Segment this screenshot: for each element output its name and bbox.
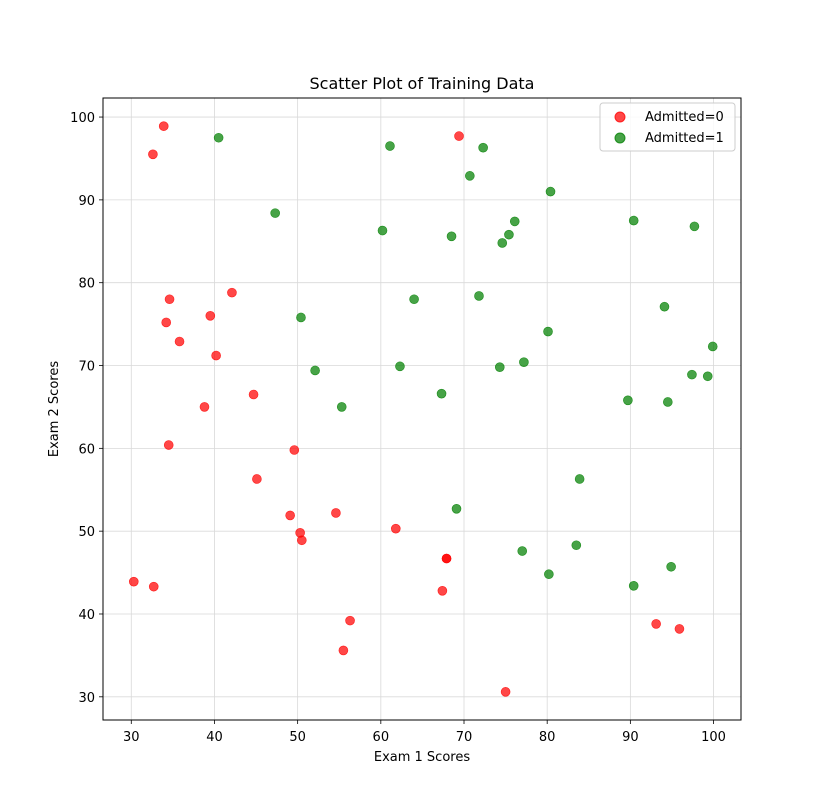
data-point-admitted-1 [574,474,585,484]
x-tick-label: 30 [123,730,140,745]
data-point-admitted-1 [446,231,457,242]
data-point-admitted-1 [544,569,554,580]
y-tick-label: 100 [70,111,95,126]
data-point-admitted-1 [623,395,633,406]
data-point-admitted-1 [519,357,529,368]
x-axis-label: Exam 1 Scores [374,750,470,765]
data-point-admitted-0 [148,581,159,592]
data-point-admitted-0 [227,287,237,298]
data-point-admitted-1 [517,546,528,556]
data-point-admitted-1 [213,132,224,143]
x-tick-label: 60 [373,730,390,745]
y-tick-label: 50 [78,525,95,540]
data-point-admitted-0 [161,317,172,328]
x-tick-label: 50 [289,730,306,745]
data-point-admitted-1 [385,141,395,151]
data-point-admitted-1 [296,312,306,323]
data-point-admitted-1 [707,341,718,352]
x-tick-label: 70 [456,730,473,745]
data-point-admitted-0 [345,615,355,626]
y-tick-label: 60 [78,442,95,457]
legend: Admitted=0 Admitted=1 [599,102,736,152]
y-tick-label: 30 [78,691,95,706]
data-point-admitted-0 [285,510,295,521]
data-point-admitted-0 [148,149,158,160]
legend-box [599,102,736,152]
data-point-admitted-1 [509,216,520,227]
data-point-admitted-1 [504,229,514,240]
x-axis-ticks: 30 40 50 60 70 80 90 100 [123,720,726,745]
data-point-admitted-1 [689,221,700,232]
data-point-admitted-0 [674,624,685,634]
data-point-admitted-0 [331,508,341,518]
data-point-admitted-1 [628,215,639,226]
x-tick-label: 40 [206,730,223,745]
data-point-admitted-1 [628,581,639,591]
data-point-admitted-1 [336,402,347,412]
data-point-admitted-0 [163,440,174,450]
data-point-admitted-1 [702,371,713,382]
data-point-admitted-0 [437,585,448,596]
data-point-admitted-0 [205,311,216,321]
data-point-admitted-0 [289,445,300,455]
data-point-admitted-1 [395,361,405,372]
y-axis-ticks: 30 40 50 60 70 80 90 100 [70,111,103,706]
data-point-admitted-1 [270,208,280,218]
plot-area-frame [102,97,742,721]
legend-marker-admitted-0 [614,111,626,123]
data-point-admitted-1 [497,238,508,248]
chart-title: Scatter Plot of Training Data [310,74,535,93]
data-point-admitted-1 [543,326,553,337]
data-point-admitted-0 [500,687,511,697]
data-point-admitted-1 [666,561,676,572]
data-point-admitted-1 [478,142,488,153]
data-point-admitted-1 [659,301,670,312]
legend-marker-admitted-1 [614,132,626,144]
y-tick-label: 70 [78,360,95,375]
data-point-admitted-0 [297,535,307,546]
y-tick-label: 90 [78,194,95,209]
data-point-admitted-1 [465,171,475,181]
data-point-admitted-0 [338,645,349,656]
data-point-admitted-1 [571,540,582,551]
y-tick-label: 40 [78,608,95,623]
data-point-admitted-0 [199,402,210,412]
data-point-admitted-0 [390,523,401,534]
data-point-admitted-1 [377,225,388,236]
data-point-admitted-0 [128,576,139,587]
data-point-admitted-0 [454,131,464,141]
data-point-admitted-1 [494,362,505,372]
data-point-admitted-1 [409,294,419,305]
legend-label-admitted-0: Admitted=0 [645,110,724,125]
data-point-admitted-1 [451,504,462,514]
data-point-admitted-0 [651,619,661,629]
legend-label-admitted-1: Admitted=1 [645,131,724,146]
data-point-admitted-1 [663,397,673,407]
data-point-admitted-1 [474,291,484,301]
data-point-admitted-0 [441,553,452,564]
data-point-admitted-0 [248,389,259,400]
data-point-admitted-0 [252,474,262,484]
data-point-admitted-1 [310,365,320,376]
x-tick-label: 80 [539,730,556,745]
x-tick-label: 90 [622,730,639,745]
data-point-admitted-1 [545,186,556,197]
data-point-admitted-0 [174,336,185,347]
y-axis-label: Exam 2 Scores [47,361,62,457]
data-point-admitted-1 [436,388,447,399]
grid-lines [103,98,741,720]
data-point-admitted-0 [158,121,169,131]
x-tick-label: 100 [701,730,726,745]
y-tick-label: 80 [78,277,95,292]
data-point-admitted-0 [211,350,221,361]
data-point-admitted-0 [164,294,175,305]
data-point-admitted-1 [687,369,697,380]
data-points [128,121,718,697]
